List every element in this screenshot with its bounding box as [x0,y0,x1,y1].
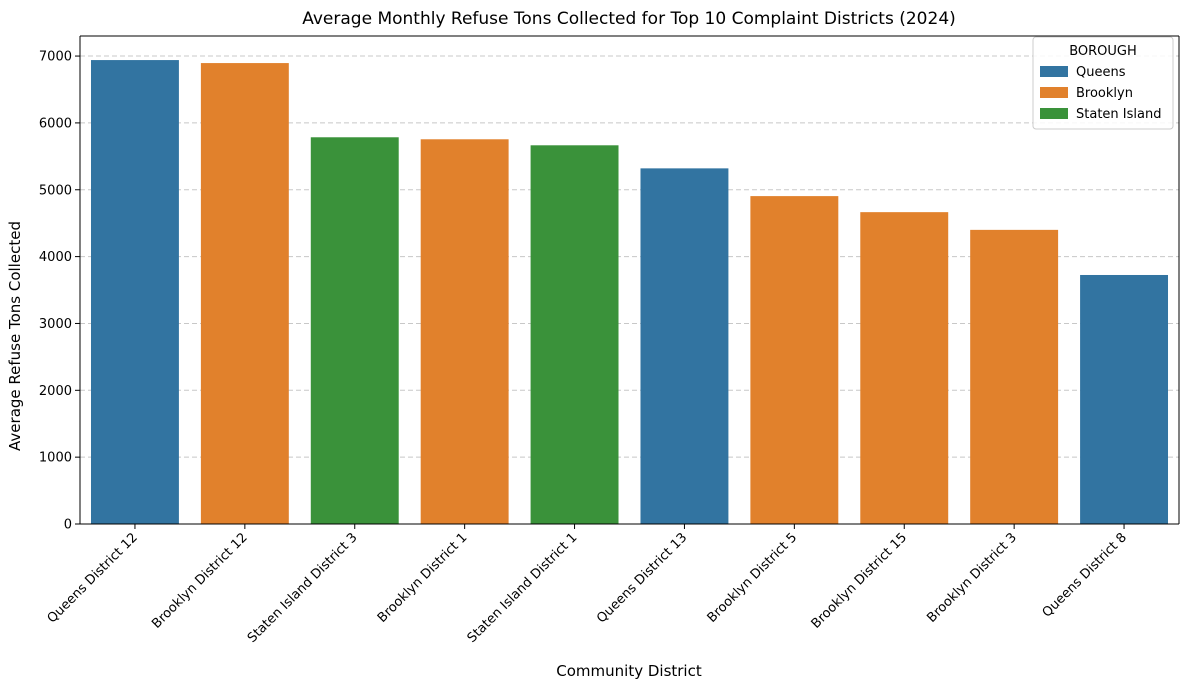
bar [640,168,729,525]
bar [200,63,289,524]
y-axis-label: Average Refuse Tons Collected [6,221,24,451]
bar [860,212,949,524]
y-tick-label: 5000 [39,183,72,198]
bar [90,60,179,524]
legend-box [1032,36,1174,130]
x-axis-label: Community District [556,662,702,680]
bars [90,60,1169,525]
x-tick-label: Brooklyn District 1 [375,530,471,626]
chart-title: Average Monthly Refuse Tons Collected fo… [302,9,956,29]
y-tick-label: 7000 [39,50,72,65]
legend-label: Staten Island [1076,107,1161,122]
legend-title: BOROUGH [1069,44,1137,59]
legend-swatch [1040,66,1068,77]
x-tick-label: Queens District 8 [1040,530,1130,620]
bar [970,229,1059,524]
bar [530,145,619,524]
x-tick-label: Brooklyn District 5 [705,530,801,626]
bar [310,137,399,524]
legend: BOROUGH Queens Brooklyn Staten Island [1032,36,1174,130]
y-tick-label: 3000 [39,317,72,332]
legend-swatch [1040,87,1068,98]
x-tick-label: Queens District 12 [45,530,141,626]
legend-label: Queens [1076,65,1126,80]
legend-swatch [1040,108,1068,119]
legend-label: Brooklyn [1076,86,1133,101]
x-ticks: Queens District 12 Brooklyn District 12St… [45,524,1130,646]
x-tick-label: Staten Island District 1 [465,530,581,646]
x-tick-label: Queens District 13 [594,530,690,626]
y-tick-label: 0 [64,518,72,533]
y-tick-label: 4000 [39,250,72,265]
y-tick-label: 2000 [39,384,72,399]
axes [79,35,1180,525]
legend-entries: Queens Brooklyn Staten Island [1040,65,1161,122]
bar [1080,274,1169,524]
bar [750,196,839,524]
x-tick-label: Brooklyn District 12 [149,530,250,631]
y-ticks: 0 1000 2000 3000 4000 5000 6000 7000 [39,50,80,533]
x-tick-label: Brooklyn District 3 [924,530,1020,626]
bar [420,139,509,524]
y-tick-label: 1000 [39,451,72,466]
x-tick-label: Staten Island District 3 [245,530,361,646]
x-tick-label: Brooklyn District 15 [809,530,910,631]
y-tick-label: 6000 [39,116,72,131]
